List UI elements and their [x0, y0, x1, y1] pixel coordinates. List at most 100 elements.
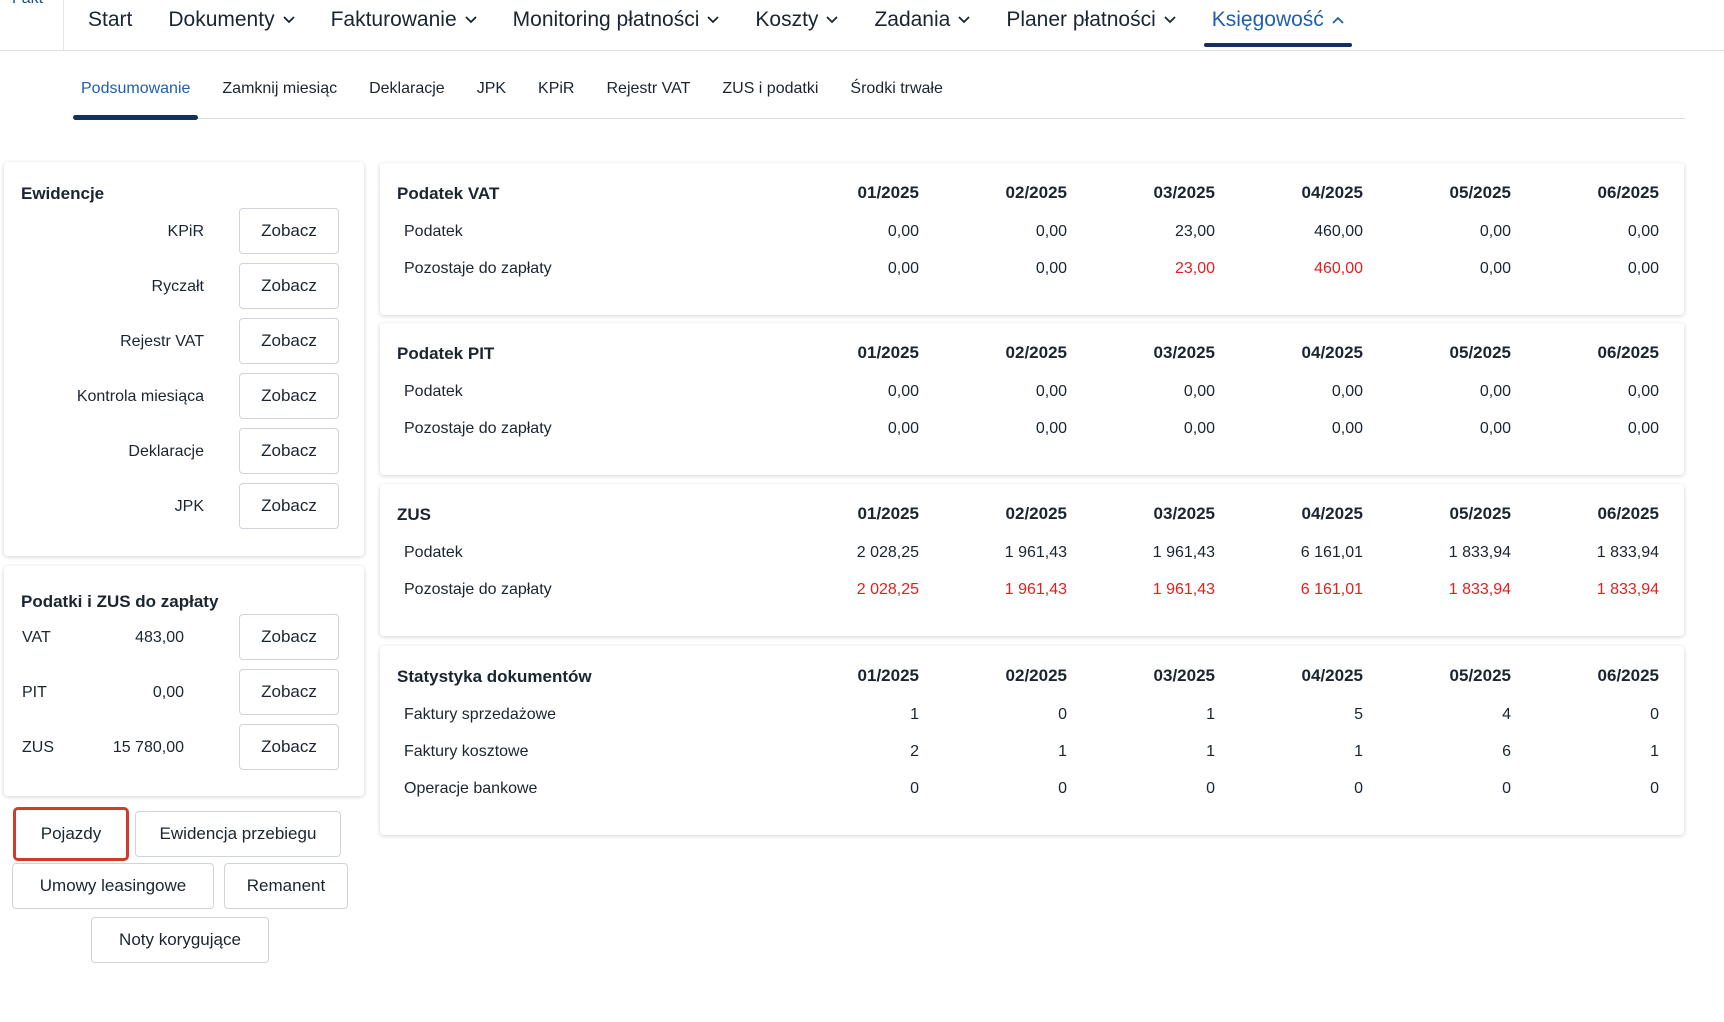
zobacz-button[interactable]: Zobacz [239, 614, 339, 660]
month-header: 02/2025 [1005, 666, 1067, 685]
nav-item-fakturowanie[interactable]: Fakturowanie [323, 0, 485, 40]
summary-cell: 1 833,94 [1448, 544, 1511, 561]
nav-item-label: Zadania [874, 8, 951, 31]
subnav-tab-3[interactable]: JPK [476, 80, 507, 97]
summary-cell: 1 833,94 [1448, 581, 1511, 598]
summary-cell: 0 [1058, 780, 1067, 797]
month-header: 04/2025 [1301, 343, 1363, 362]
summary-cell: 1 [910, 706, 919, 723]
subnav-tab-1[interactable]: Zamknij miesiąc [222, 80, 338, 97]
summary-cell: 1 [1058, 743, 1067, 760]
nav-item-label: Planer płatności [1006, 8, 1156, 31]
subnav-tab-0[interactable]: Podsumowanie [73, 60, 199, 120]
month-header: 05/2025 [1449, 666, 1511, 685]
month-header: 06/2025 [1597, 666, 1659, 685]
nav-item-start[interactable]: Start [80, 0, 140, 40]
summary-cell: 1 961,43 [1152, 581, 1215, 598]
summary-cell: 1 833,94 [1596, 581, 1659, 598]
umowy-leasingowe-button[interactable]: Umowy leasingowe [12, 863, 214, 909]
subnav-tab-4[interactable]: KPiR [538, 80, 575, 97]
zobacz-button[interactable]: Zobacz [239, 428, 339, 474]
summary-row-label: Pozostaje do zapłaty [404, 420, 552, 437]
summary-cell: 460,00 [1314, 260, 1363, 277]
pojazdy-button[interactable]: Pojazdy [14, 808, 128, 860]
ewidencje-card: Ewidencje KPiR Zobacz Ryczałt Zobacz Rejestr… [4, 162, 364, 556]
subnav-tab-7[interactable]: Środki trwałe [850, 80, 943, 97]
nav-item-dokumenty[interactable]: Dokumenty [160, 0, 302, 40]
summary-row-label: Pozostaje do zapłaty [404, 581, 552, 598]
podatki-title: Podatki i ZUS do zapłaty [21, 592, 219, 611]
summary-table-title: ZUS [397, 505, 431, 524]
month-header: 01/2025 [857, 504, 919, 523]
zobacz-button[interactable]: Zobacz [239, 669, 339, 715]
ewidencja-przebiegu-button[interactable]: Ewidencja przebiegu [135, 811, 341, 857]
podatki-row-label: VAT [22, 629, 51, 646]
summary-row-label: Pozostaje do zapłaty [404, 260, 552, 277]
ewidencje-row-label: KPiR [167, 223, 204, 240]
nav-item-label: Koszty [755, 8, 819, 31]
summary-cell: 23,00 [1174, 223, 1215, 240]
nav-item-planer-płatności[interactable]: Planer płatności [998, 0, 1183, 40]
summary-cell: 0,00 [887, 223, 919, 240]
chevron-down-icon [282, 14, 295, 26]
zobacz-button[interactable]: Zobacz [239, 483, 339, 529]
chevron-down-icon [826, 14, 839, 26]
summary-cell: 1 961,43 [1152, 544, 1215, 561]
subnav-tab-5[interactable]: Rejestr VAT [606, 80, 691, 97]
noty-korygujace-button[interactable]: Noty korygujące [91, 917, 269, 963]
podatki-row-label: PIT [22, 684, 47, 701]
summary-cell: 1 [1354, 743, 1363, 760]
remanent-button[interactable]: Remanent [224, 863, 348, 909]
month-header: 04/2025 [1301, 666, 1363, 685]
summary-row-label: Podatek [404, 223, 463, 240]
ewidencje-row-label: Kontrola miesiąca [76, 388, 204, 405]
summary-cell: 0 [1058, 706, 1067, 723]
summary-cell: 0,00 [1479, 420, 1511, 437]
sub-navigation: Podsumowanie Zamknij miesiąc Deklaracje JPK… [73, 60, 1685, 120]
summary-cell: 5 [1354, 706, 1363, 723]
month-header: 06/2025 [1597, 504, 1659, 523]
summary-table-card: Statystyka dokumentów 01/2025 02/2025 03/20… [380, 646, 1684, 835]
ewidencje-title: Ewidencje [21, 184, 105, 203]
ewidencje-row-label: Ryczałt [151, 278, 204, 295]
summary-cell: 0,00 [887, 420, 919, 437]
zobacz-button[interactable]: Zobacz [239, 318, 339, 364]
chevron-down-icon [465, 14, 477, 26]
summary-cell: 0 [1650, 706, 1659, 723]
chevron-down-icon [958, 14, 970, 26]
nav-item-koszty[interactable]: Koszty [747, 0, 846, 40]
month-header: 01/2025 [857, 666, 919, 685]
summary-cell: 0,00 [1479, 260, 1511, 277]
subnav-tab-6[interactable]: ZUS i podatki [722, 80, 819, 97]
summary-cell: 0,00 [1627, 223, 1659, 240]
summary-row-label: Operacje bankowe [404, 780, 538, 797]
month-header: 01/2025 [857, 343, 919, 362]
month-header: 02/2025 [1005, 343, 1067, 362]
zobacz-button[interactable]: Zobacz [239, 208, 339, 254]
zobacz-button[interactable]: Zobacz [239, 263, 339, 309]
summary-row-label: Podatek [404, 383, 463, 400]
chevron-up-icon [1332, 14, 1344, 26]
summary-cell: 0,00 [1627, 383, 1659, 400]
subnav-tab-2[interactable]: Deklaracje [369, 80, 445, 97]
top-navigation: Fakt Start Dokumenty Fakturowanie Monitorin… [0, 0, 1724, 51]
nav-item-label: Monitoring płatności [512, 8, 700, 31]
zobacz-button[interactable]: Zobacz [239, 724, 339, 770]
summary-row-label: Faktury kosztowe [404, 743, 529, 760]
summary-table-title: Podatek PIT [397, 344, 495, 363]
summary-cell: 0,00 [1479, 223, 1511, 240]
zobacz-button[interactable]: Zobacz [239, 373, 339, 419]
summary-cell: 0,00 [1035, 223, 1067, 240]
nav-item-zadania[interactable]: Zadania [866, 0, 978, 40]
summary-cell: 1 833,94 [1596, 544, 1659, 561]
nav-item-księgowość[interactable]: Księgowość [1203, 0, 1352, 47]
nav-item-monitoring-płatności[interactable]: Monitoring płatności [505, 0, 728, 40]
month-header: 05/2025 [1449, 504, 1511, 523]
chevron-down-icon [1164, 14, 1176, 26]
summary-cell: 2 028,25 [856, 544, 919, 561]
summary-table-card: ZUS 01/2025 02/2025 03/2025 04/2025 05/2025 06… [380, 484, 1684, 636]
logo[interactable]: Fakt [0, 0, 64, 50]
summary-table-card: Podatek PIT 01/2025 02/2025 03/2025 04/2025 0… [380, 323, 1684, 475]
summary-cell: 1 961,43 [1004, 544, 1067, 561]
month-header: 04/2025 [1301, 183, 1363, 202]
